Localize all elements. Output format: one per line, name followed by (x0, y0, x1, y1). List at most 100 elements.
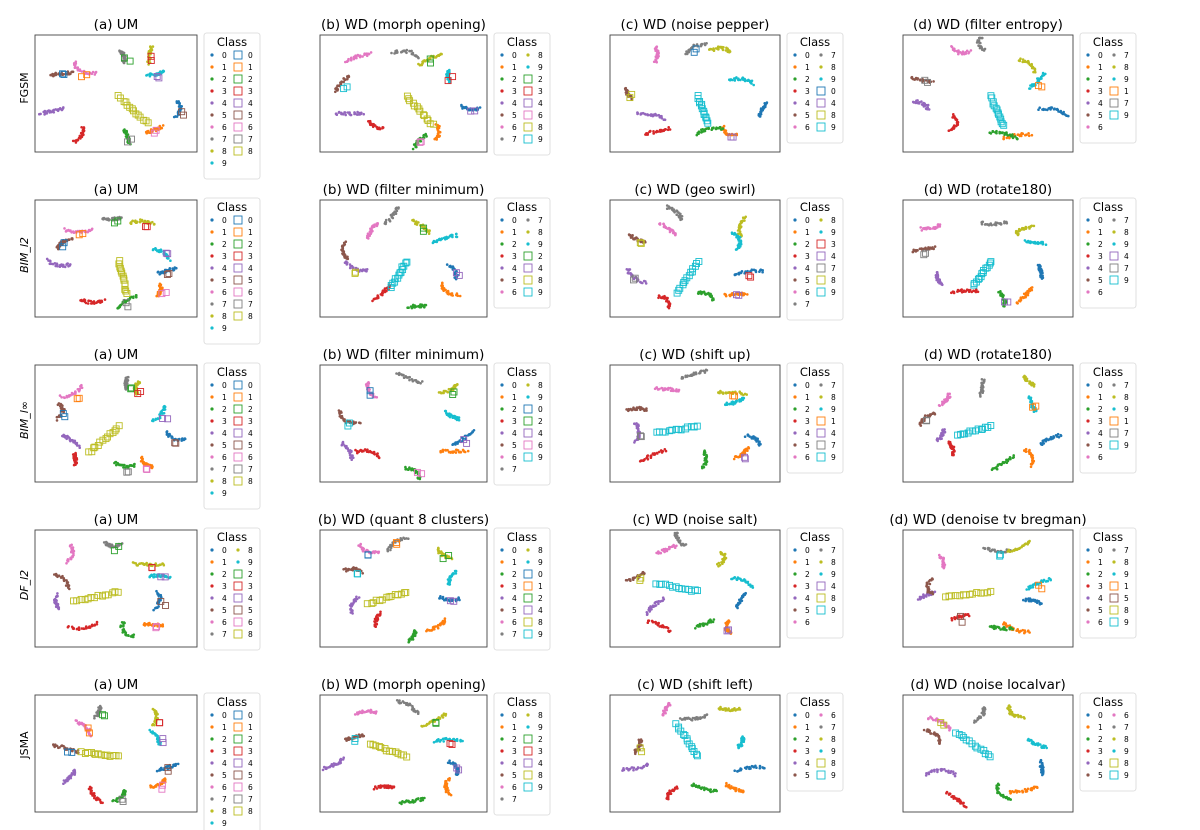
data-point (685, 50, 688, 53)
data-point (663, 118, 667, 122)
legend-marker (526, 53, 530, 57)
data-point (1003, 221, 1006, 225)
data-point (715, 126, 718, 129)
panel-title: (a) UM (94, 17, 139, 33)
data-point (658, 128, 662, 132)
adversarial-square (426, 55, 434, 63)
data-point (1030, 453, 1034, 457)
legend-entry: 5 (1098, 276, 1103, 285)
data-point (131, 219, 134, 223)
legend-marker (236, 548, 240, 552)
adversarial-square (114, 92, 122, 99)
legend-entry: 2 (248, 405, 253, 414)
panel-title: (c) WD (noise pepper) (621, 17, 770, 33)
data-point (84, 625, 88, 628)
legend-entry: 9 (831, 453, 836, 462)
legend-entry: 2 (805, 240, 810, 249)
data-point (74, 66, 77, 69)
legend-marker (1112, 242, 1116, 246)
adversarial-square (147, 52, 155, 60)
legend-marker (526, 548, 530, 552)
legend-entry: 9 (1124, 276, 1129, 285)
data-point (978, 36, 982, 40)
legend-marker (500, 620, 504, 624)
data-point (1018, 59, 1022, 63)
plot-frame (609, 199, 781, 318)
panel-title: (c) WD (geo swirl) (634, 182, 755, 198)
data-point (144, 463, 147, 466)
legend-entry: 1 (222, 393, 227, 402)
data-point (336, 89, 339, 92)
data-point (396, 50, 399, 54)
data-point (957, 52, 960, 56)
data-point (632, 277, 636, 281)
legend-entry: 9 (538, 630, 543, 639)
panel-title: (b) WD (quant 8 clusters) (318, 512, 489, 528)
legend-entry: 9 (538, 240, 543, 249)
data-point (980, 378, 984, 381)
legend-entry: 6 (248, 618, 253, 627)
legend-entry: 0 (222, 546, 227, 555)
data-point (710, 128, 713, 131)
data-point (152, 419, 155, 423)
legend-marker (819, 77, 823, 81)
data-point (1039, 272, 1043, 275)
adversarial-square (471, 107, 479, 115)
data-point (376, 452, 379, 455)
data-point (55, 415, 59, 419)
legend-entry: 8 (222, 147, 227, 156)
legend-entry: 6 (248, 288, 253, 297)
cluster (728, 76, 755, 87)
adversarial-square (703, 117, 711, 125)
data-point (70, 625, 74, 629)
data-point (655, 57, 659, 60)
data-point (638, 405, 641, 409)
legend-marker (210, 584, 214, 588)
legend-marker (1086, 290, 1090, 294)
data-point (743, 79, 747, 83)
cluster (636, 111, 667, 122)
legend-entry: 6 (538, 441, 543, 450)
data-point (148, 74, 152, 78)
data-point (1003, 133, 1006, 136)
data-point (55, 108, 59, 112)
legend-entry: 8 (538, 123, 543, 132)
data-point (701, 622, 704, 626)
data-point (174, 115, 177, 118)
legend-marker (793, 53, 797, 57)
data-point (149, 45, 152, 49)
data-point (57, 247, 60, 251)
panel-title: (a) UM (94, 182, 139, 198)
data-point (144, 130, 148, 134)
data-point (743, 216, 747, 220)
data-point (759, 442, 762, 446)
data-point (920, 229, 924, 232)
data-point (421, 380, 424, 383)
legend-entry: 9 (831, 288, 836, 297)
legend-entry: 7 (222, 135, 227, 144)
cluster (695, 125, 725, 137)
data-point (1027, 134, 1031, 138)
data-point (75, 627, 79, 631)
legend-marker (210, 467, 214, 471)
data-point (58, 394, 62, 397)
legend-marker (526, 242, 530, 246)
data-point (436, 624, 439, 628)
data-point (101, 217, 104, 221)
data-point (56, 575, 59, 579)
data-point (1001, 131, 1004, 134)
data-point (72, 456, 76, 460)
legend-marker (500, 419, 504, 423)
data-point (155, 294, 158, 298)
legend-title: Class (507, 35, 537, 49)
data-point (418, 63, 422, 67)
data-point (742, 393, 745, 397)
data-point (162, 563, 166, 567)
legend-marker (816, 110, 826, 120)
data-point (146, 130, 150, 134)
legend-entry: 5 (805, 276, 810, 285)
legend-marker (526, 218, 530, 222)
legend-marker (793, 395, 797, 399)
data-point (381, 126, 385, 129)
